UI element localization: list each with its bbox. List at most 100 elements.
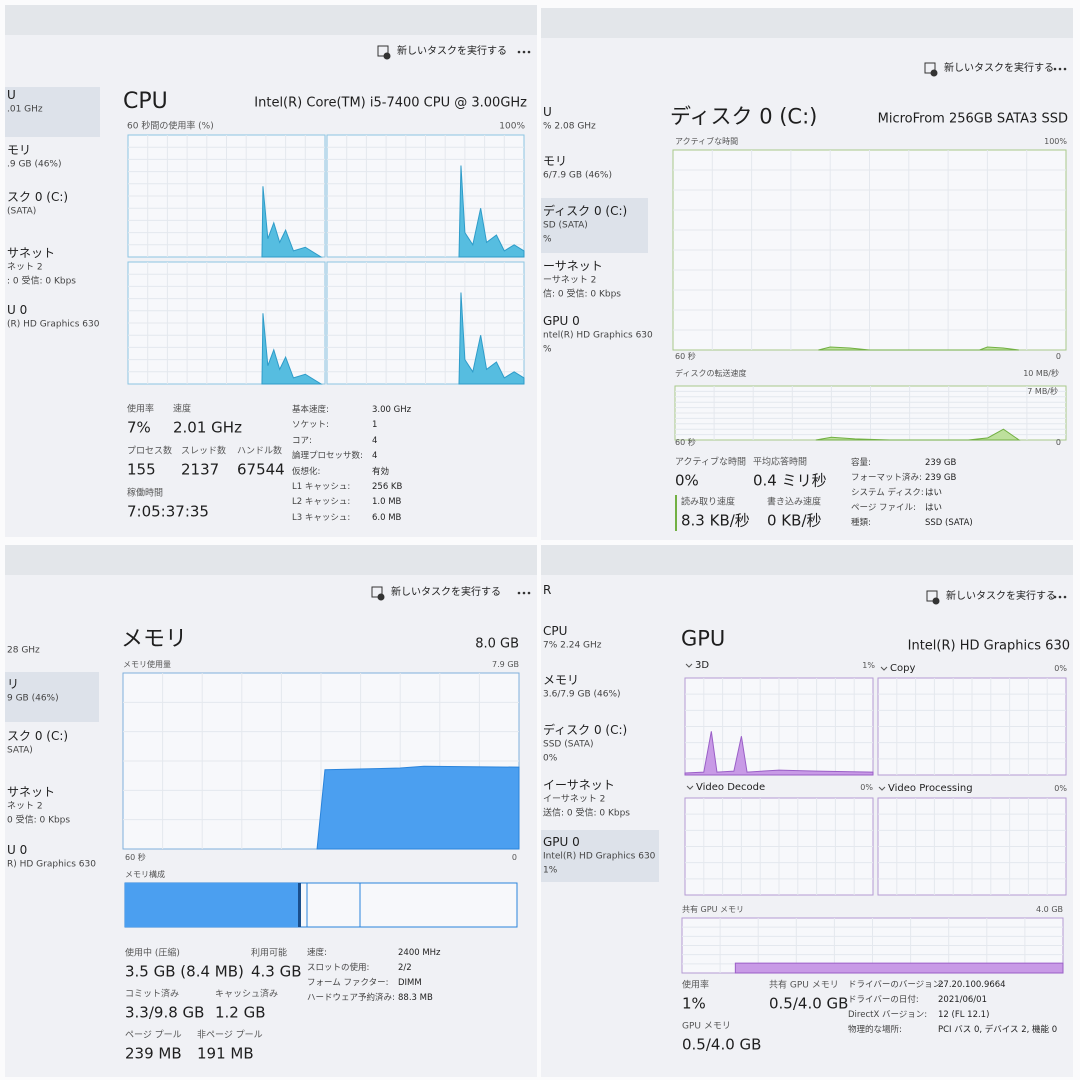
- detail-label: 種類:: [851, 517, 871, 528]
- run-task-icon-badge: [930, 69, 938, 77]
- detail-label: フォーマット済み:: [851, 472, 922, 483]
- graph2-min: 0: [1055, 438, 1061, 447]
- sidebar-name: R: [543, 583, 552, 597]
- detail-label: 論理プロセッサ数:: [292, 450, 363, 461]
- graph1-label: アクティブな時間: [675, 137, 739, 146]
- sidebar-detail: 28 GHz: [7, 645, 40, 656]
- usage-graph: [316, 765, 520, 850]
- more-dot: [517, 591, 521, 595]
- detail-label: 速度:: [307, 947, 327, 958]
- more-dot: [522, 50, 526, 54]
- shared-max: 4.0 GB: [1036, 905, 1063, 914]
- graph2-max: 10 MB/秒: [1023, 369, 1059, 378]
- graph-max: 7.9 GB: [492, 660, 519, 669]
- total: 8.0 GB: [475, 636, 519, 652]
- graph-max: 100%: [499, 121, 525, 132]
- sidebar-detail: %: [543, 344, 552, 355]
- sidebar-name: GPU 0: [543, 835, 580, 849]
- sidebar-selected: [541, 830, 659, 882]
- run-task-icon-badge: [383, 52, 391, 60]
- detail-value: 2/2: [398, 962, 412, 973]
- detail-value: 239 GB: [925, 472, 957, 483]
- sidebar-name: メモリ: [543, 673, 580, 687]
- stat-label: 稼働時間: [127, 488, 164, 499]
- stat-label: コミット済み: [125, 989, 180, 1000]
- stat-value: 155: [127, 460, 156, 479]
- stat-label: 使用率: [127, 404, 155, 415]
- more-dot: [517, 50, 521, 54]
- engine-name: 3D: [695, 660, 710, 671]
- stat-label: 速度: [173, 404, 192, 415]
- graph1-max: 100%: [1044, 137, 1067, 146]
- model: Intel(R) Core(TM) i5-7400 CPU @ 3.00GHz: [254, 95, 527, 111]
- stat-label: 使用率: [682, 980, 710, 991]
- title: CPU: [123, 89, 168, 114]
- more-dot: [522, 591, 526, 595]
- engine-value: 0%: [1054, 784, 1067, 793]
- detail-label: ページ ファイル:: [851, 502, 916, 513]
- stat-value: 0.5/4.0 GB: [682, 1035, 762, 1054]
- detail-label: ソケット:: [292, 420, 329, 431]
- engine-chevron: [686, 785, 694, 790]
- title: メモリ: [121, 627, 188, 652]
- stat-value: 239 MB: [125, 1044, 182, 1063]
- sidebar-name: U: [7, 88, 16, 102]
- panel-graphics: [5, 545, 537, 928]
- detail-value: 256 KB: [372, 481, 403, 492]
- stat-label: 読み取り速度: [681, 497, 736, 508]
- stat-value: 191 MB: [197, 1044, 254, 1063]
- stat-value: 7:05:37:35: [127, 502, 209, 521]
- sidebar-name: ディスク 0 (C:): [543, 204, 628, 218]
- detail-value: 4: [372, 450, 378, 461]
- gpu-panel: 新しいタスクを実行する R CPU 7% 2.24 GHz メモリ 3.6/7.9 GB …: [541, 545, 1073, 1077]
- sidebar-detail: 1%: [543, 865, 558, 876]
- sidebar-name: GPU 0: [543, 314, 580, 328]
- sidebar-detail: 0%: [543, 753, 558, 764]
- sidebar-detail: 7% 2.24 GHz: [543, 640, 602, 651]
- sidebar-detail: (SATA): [7, 206, 37, 217]
- detail-value: DIMM: [398, 977, 422, 988]
- detail-value: 12 (FL 12.1): [938, 1009, 990, 1020]
- run-task-button[interactable]: 新しいタスクを実行する: [397, 46, 507, 57]
- run-task-button[interactable]: 新しいタスクを実行する: [944, 63, 1054, 74]
- run-task-button[interactable]: 新しいタスクを実行する: [946, 591, 1056, 602]
- stat-value: 2.01 GHz: [173, 418, 242, 437]
- stat-label: ハンドル数: [237, 446, 283, 457]
- title: GPU: [681, 626, 726, 651]
- sidebar-name: リ: [7, 677, 20, 691]
- stat-value: 1%: [682, 994, 706, 1013]
- stat-label: 共有 GPU メモリ: [769, 980, 839, 991]
- graph-label: 60 秒間の使用率 (%): [127, 121, 214, 132]
- stat-value: 0%: [675, 471, 699, 490]
- stat-label: スレッド数: [181, 446, 227, 457]
- sidebar-name: U 0: [7, 843, 28, 857]
- usage-graph: [818, 346, 1019, 351]
- panel-graphics: [5, 5, 537, 385]
- usage-graph: [261, 313, 323, 385]
- more-dot: [1053, 595, 1057, 599]
- stat-value: 3.5 GB (8.4 MB): [125, 962, 244, 981]
- sidebar-detail: SSD (SATA): [543, 739, 594, 750]
- usage-graph: [458, 292, 525, 385]
- more-dot: [527, 50, 531, 54]
- more-dot: [1053, 67, 1057, 71]
- sidebar-detail: 0 受信: 0 Kbps: [7, 815, 71, 826]
- more-dot: [1058, 595, 1062, 599]
- sidebar-name: スク 0 (C:): [7, 729, 69, 743]
- run-task-button[interactable]: 新しいタスクを実行する: [391, 587, 501, 598]
- engine-name: Copy: [890, 663, 916, 674]
- detail-label: ハードウェア予約済み:: [307, 992, 395, 1003]
- panel-graphics: [541, 8, 1073, 531]
- read-bar: [675, 495, 677, 531]
- detail-label: 容量:: [851, 457, 871, 468]
- sidebar-name: CPU: [543, 624, 568, 638]
- sidebar-name: スク 0 (C:): [7, 190, 69, 204]
- shared-label: 共有 GPU メモリ: [682, 905, 744, 914]
- sidebar-name: サネット: [7, 246, 56, 260]
- sidebar-name: モリ: [7, 143, 32, 157]
- detail-label: L2 キャッシュ:: [292, 497, 351, 508]
- sidebar-detail: ntel(R) HD Graphics 630: [543, 330, 653, 341]
- mem-modified: [298, 883, 301, 927]
- disk-panel: 新しいタスクを実行する U % 2.08 GHz モリ 6/7.9 GB (46%) ディ…: [541, 8, 1073, 540]
- composition: メモリ構成: [125, 870, 165, 879]
